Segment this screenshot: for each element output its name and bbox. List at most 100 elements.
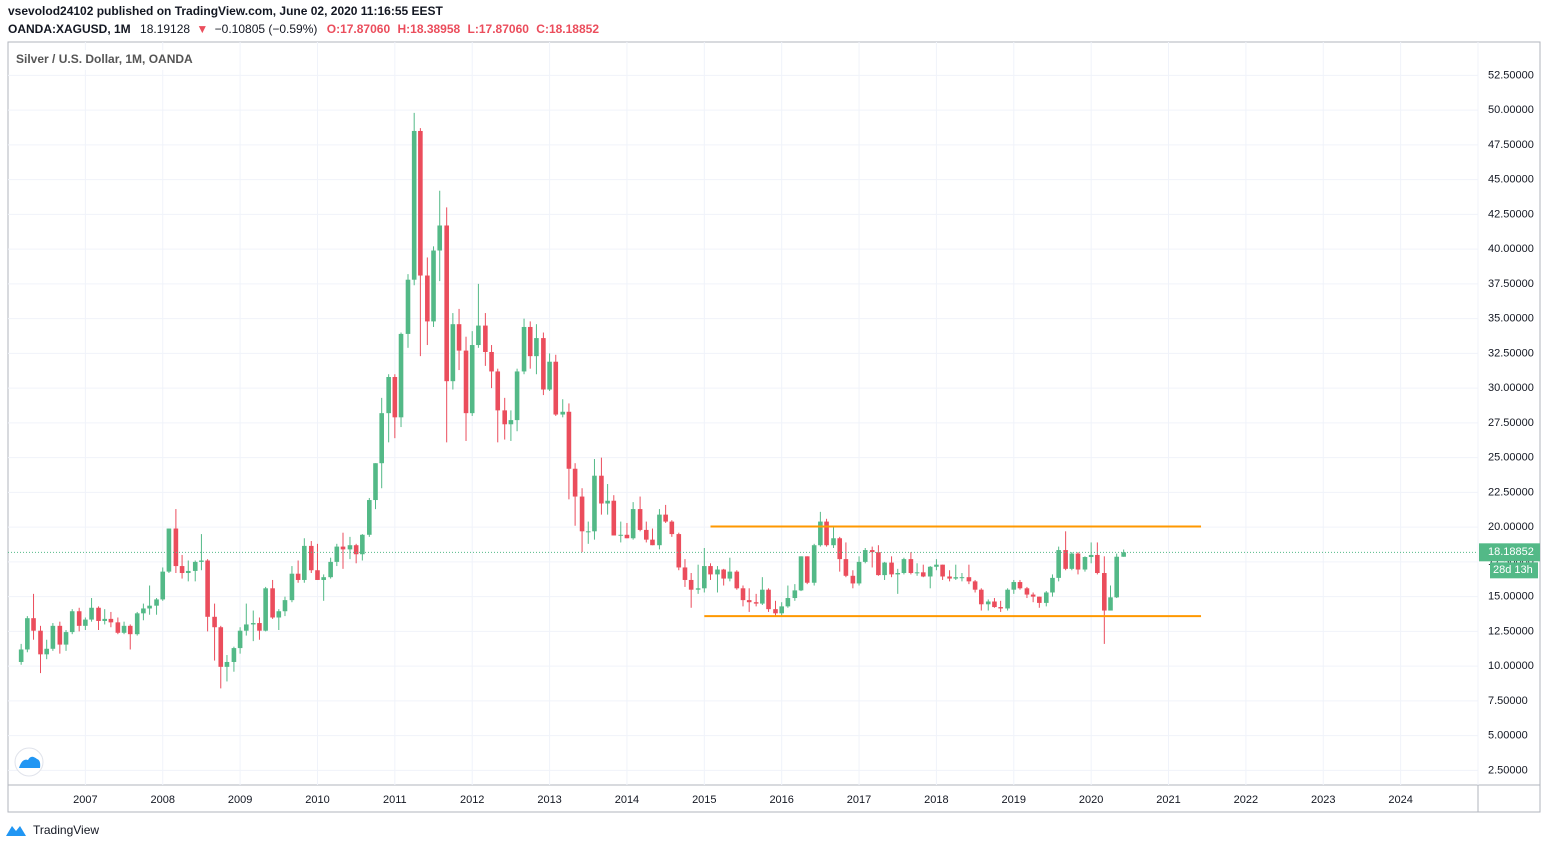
candle-body (121, 625, 127, 633)
candle-body (566, 411, 572, 469)
y-tick-label: 10.00000 (1488, 660, 1534, 672)
candle-body (353, 545, 359, 555)
candle-body (476, 325, 481, 346)
y-tick-label: 7.50000 (1488, 695, 1528, 707)
candle-body (340, 546, 346, 550)
y-tick-label: 12.50000 (1488, 625, 1534, 637)
candle-body (379, 413, 384, 464)
x-tick-label: 2024 (1388, 794, 1412, 806)
candle-body (547, 361, 552, 390)
candle-body (618, 534, 624, 536)
low: L:17.87060 (468, 22, 530, 36)
y-tick-label: 52.50000 (1488, 69, 1534, 81)
y-tick-label: 45.00000 (1488, 174, 1534, 186)
footer-brand: TradingView (33, 823, 99, 837)
candle-body (650, 539, 655, 546)
candle-body (495, 371, 501, 411)
candle-body (127, 625, 133, 635)
candle-body (882, 562, 887, 576)
candle-body (1082, 557, 1088, 570)
candle-body (1037, 596, 1042, 603)
candle-body (702, 566, 707, 589)
candle-body (818, 521, 823, 546)
candle-body (643, 529, 649, 540)
candle-body (746, 600, 752, 603)
y-tick-label: 47.50000 (1488, 139, 1534, 151)
candle-body (978, 589, 984, 605)
candle-body (695, 588, 701, 590)
candle-body (837, 538, 843, 560)
candle-body (1056, 550, 1061, 578)
candle-body (527, 326, 533, 357)
candle-body (263, 588, 268, 631)
candle-body (257, 623, 262, 631)
x-tick-label: 2008 (150, 794, 174, 806)
candle-body (521, 326, 527, 372)
candle-body (392, 377, 398, 418)
x-tick-label: 2009 (228, 794, 252, 806)
candle-body (463, 350, 469, 414)
x-tick-label: 2013 (537, 794, 561, 806)
candle-body (315, 570, 320, 580)
candle-body (179, 566, 185, 574)
candle-body (295, 573, 301, 580)
candle-body (611, 500, 617, 536)
candle-body (89, 607, 94, 620)
candle-body (141, 608, 146, 614)
x-tick-label: 2022 (1234, 794, 1258, 806)
candle-body (599, 475, 604, 504)
x-tick-label: 2018 (924, 794, 948, 806)
candle-body (44, 648, 49, 655)
candle-body (753, 602, 759, 604)
candle-body (998, 607, 1003, 609)
candle-body (57, 625, 63, 645)
candle-body (972, 581, 978, 590)
candle-body (553, 361, 559, 415)
y-tick-label: 2.50000 (1488, 764, 1528, 776)
candle-body (450, 324, 456, 382)
candle-body (205, 560, 210, 617)
candle-body (218, 627, 224, 667)
candle-body (862, 550, 868, 562)
footer-logo (6, 826, 26, 836)
candle-body (237, 630, 243, 649)
candle-body (1069, 553, 1075, 569)
candle-body (76, 611, 82, 626)
candle-body (560, 411, 566, 415)
last-price-box (1479, 543, 1540, 562)
candle-body (966, 577, 972, 582)
candle-body (360, 534, 365, 555)
candle-body (437, 225, 443, 251)
candle-body (102, 618, 108, 621)
candle-body (83, 619, 88, 626)
countdown-box (1490, 562, 1538, 579)
candle-body (50, 625, 56, 649)
candle-body (386, 377, 391, 414)
candle-body (985, 601, 991, 605)
candle-body (18, 649, 24, 662)
candle-body (669, 521, 675, 535)
candle-body (444, 225, 449, 382)
candle-body (514, 371, 520, 421)
x-tick-label: 2016 (769, 794, 793, 806)
candle-body (889, 562, 894, 575)
x-tick-label: 2021 (1156, 794, 1180, 806)
candle-body (1075, 553, 1081, 570)
candle-body (804, 556, 810, 583)
candle-body (192, 561, 198, 571)
candle-body (224, 661, 230, 667)
candle-body (160, 571, 166, 600)
candle-body (585, 531, 591, 533)
candle-body (1095, 554, 1100, 574)
candle-body (630, 509, 636, 539)
candle-body (934, 564, 939, 567)
change-arrow: ▼ (196, 22, 208, 36)
candle-body (721, 569, 726, 579)
x-tick-label: 2012 (460, 794, 484, 806)
x-tick-label: 2015 (692, 794, 716, 806)
candle-body (308, 545, 314, 571)
open: O:17.87060 (327, 22, 391, 36)
candle-body (63, 632, 69, 645)
